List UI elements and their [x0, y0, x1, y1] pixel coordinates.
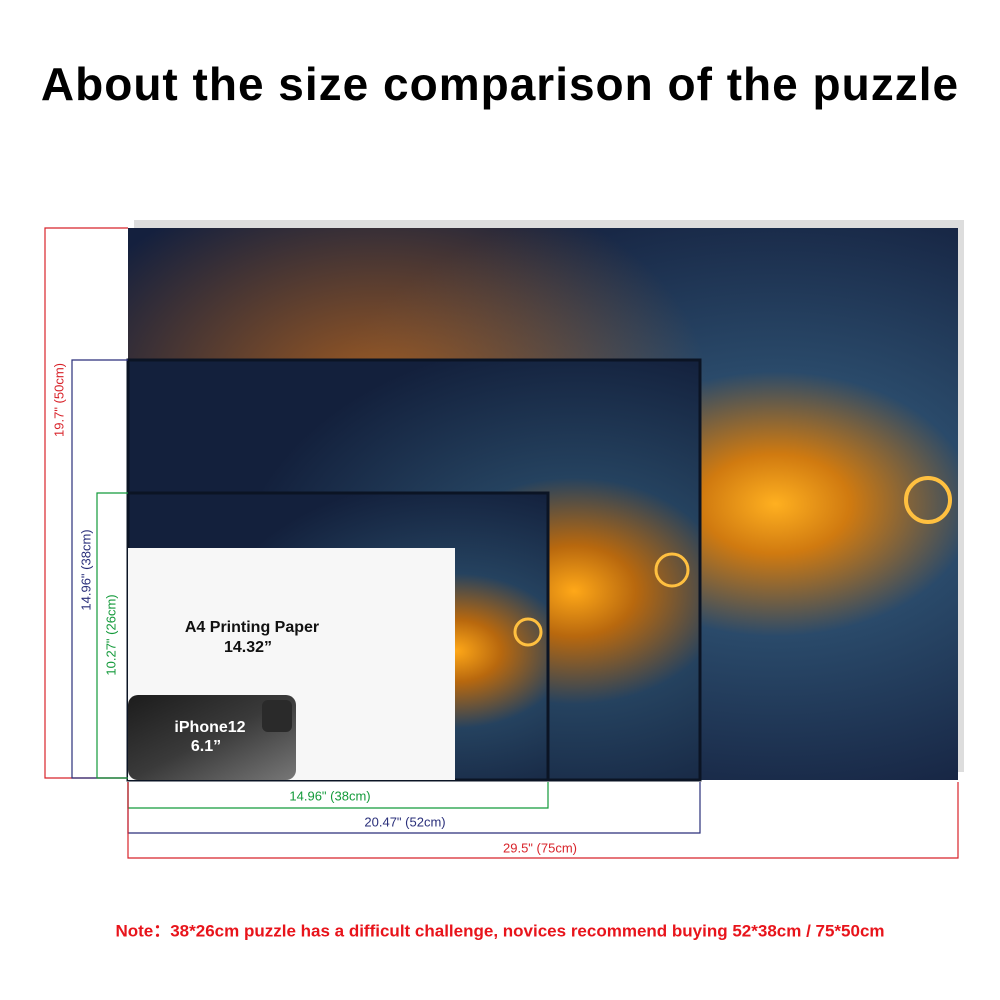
height-label: 10.27" (26cm) [103, 594, 118, 675]
height-line [96, 492, 128, 779]
width-label: 29.5" (75cm) [503, 840, 577, 855]
glow-ring [904, 476, 952, 524]
height-label: 19.7" (50cm) [51, 363, 66, 437]
height-line [44, 227, 128, 779]
glow-ring [513, 617, 543, 647]
iphone [128, 695, 296, 780]
glow-ring [654, 552, 690, 588]
phone-size: 6.1” [191, 738, 221, 755]
width-line [127, 782, 959, 859]
paper-size: 14.32” [224, 639, 272, 656]
phone-name: iPhone12 [174, 719, 245, 736]
width-label: 20.47" (52cm) [364, 814, 445, 829]
paper-name: A4 Printing Paper [185, 619, 319, 636]
title: About the size comparison of the puzzle [41, 58, 959, 110]
width-label: 14.96" (38cm) [289, 788, 370, 803]
note: Note：38*26cm puzzle has a difficult chal… [115, 921, 884, 940]
camera [262, 700, 292, 732]
height-label: 14.96" (38cm) [78, 529, 93, 610]
